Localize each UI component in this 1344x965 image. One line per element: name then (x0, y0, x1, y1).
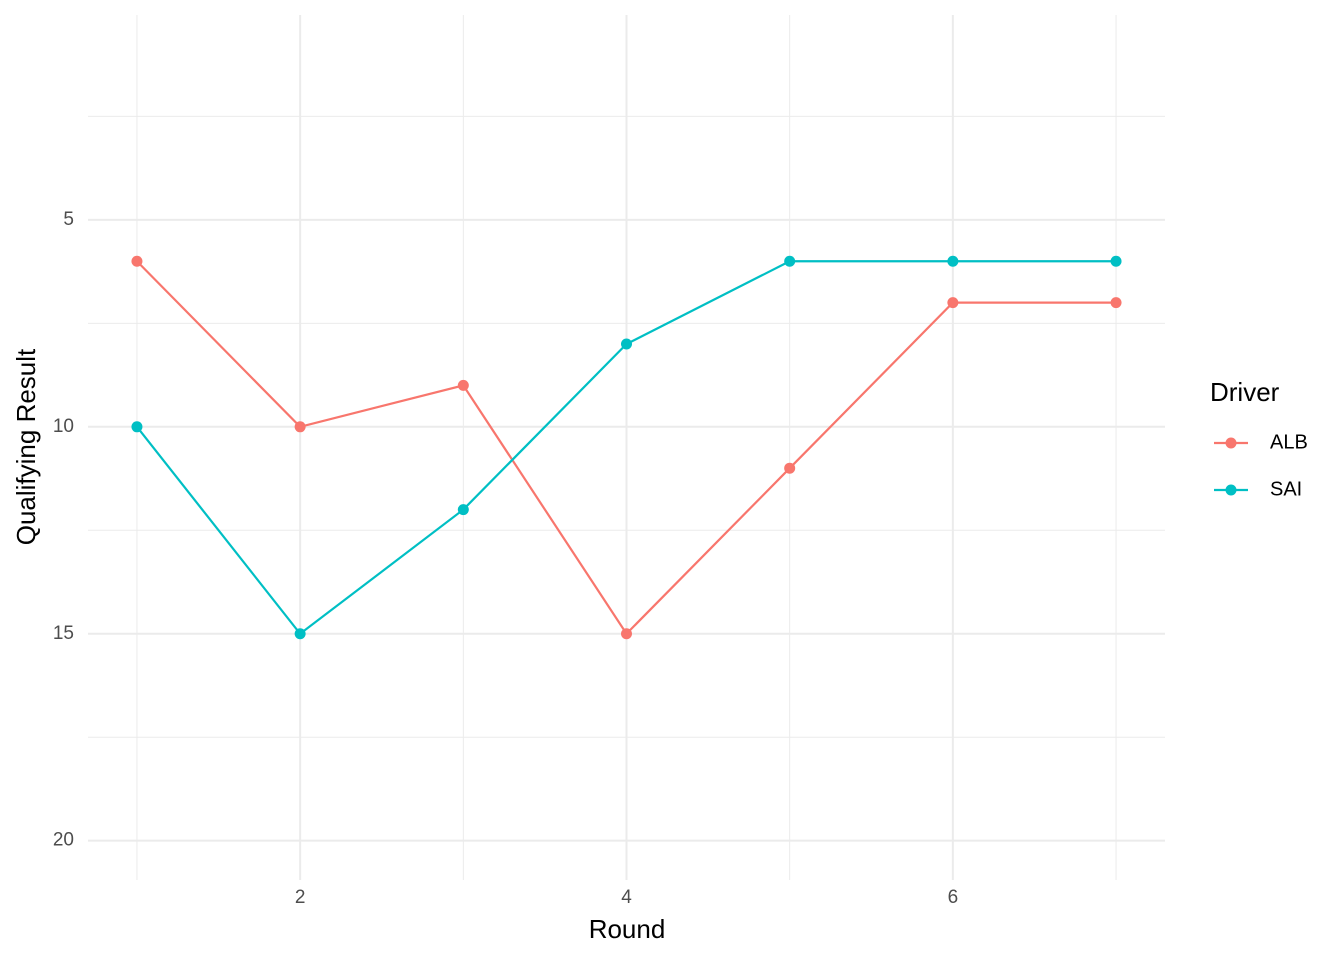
grid (88, 15, 1165, 880)
point (1110, 255, 1122, 267)
point (621, 628, 632, 640)
point (1110, 297, 1122, 309)
legend-key-point (1225, 484, 1237, 496)
point (947, 255, 959, 267)
point (294, 628, 306, 640)
y-axis-label: Qualifying Result (11, 348, 41, 545)
legend-label: SAI (1270, 478, 1302, 500)
point (131, 421, 143, 433)
legend-title: Driver (1210, 377, 1280, 407)
point (784, 255, 796, 267)
legend-label: ALB (1270, 431, 1308, 453)
point (947, 297, 959, 309)
legend-key-point (1225, 437, 1237, 449)
y-tick-label: 10 (53, 416, 74, 437)
point (457, 379, 469, 391)
y-tick-label: 15 (53, 623, 74, 644)
x-tick-label: 4 (621, 887, 632, 908)
x-tick-label: 6 (948, 887, 959, 908)
point (294, 421, 306, 433)
point (131, 255, 143, 267)
y-tick-label: 5 (63, 209, 74, 230)
y-tick-label: 20 (53, 830, 74, 851)
x-axis-label: Round (589, 914, 666, 944)
x-tick-label: 2 (295, 887, 306, 908)
point (457, 504, 469, 516)
point (784, 462, 796, 474)
point (621, 338, 632, 350)
